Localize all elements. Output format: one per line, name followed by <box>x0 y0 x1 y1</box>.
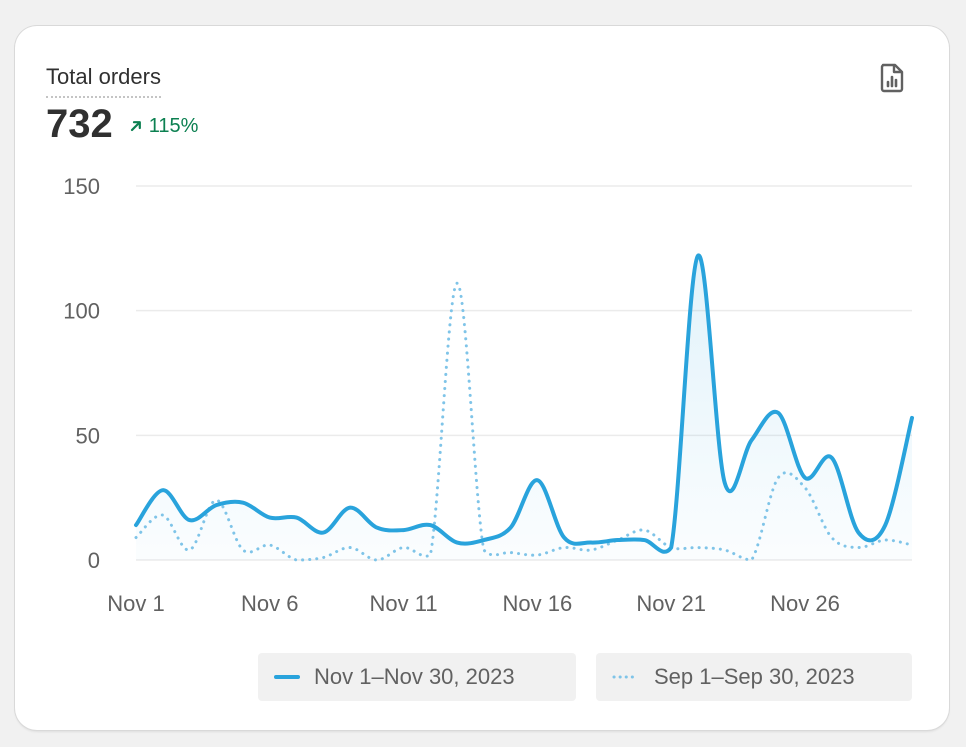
series-line-current-period <box>134 253 914 554</box>
x-tick-label: Nov 21 <box>636 591 706 616</box>
legend-label: Nov 1–Nov 30, 2023 <box>314 664 515 689</box>
x-tick-label: Nov 1 <box>107 591 164 616</box>
legend-item-comparison-period[interactable]: Sep 1–Sep 30, 2023 <box>596 653 912 701</box>
x-tick-label: Nov 16 <box>503 591 573 616</box>
x-tick-label: Nov 26 <box>770 591 840 616</box>
legend-item-current-period[interactable]: Nov 1–Nov 30, 2023 <box>258 653 576 701</box>
legend-label: Sep 1–Sep 30, 2023 <box>654 664 855 689</box>
current-period-area <box>136 255 912 561</box>
dotted-line-swatch <box>612 675 640 679</box>
delta-badge: 115% <box>129 114 199 138</box>
card-title[interactable]: Total orders <box>46 64 161 98</box>
metric-value: 732 <box>46 102 113 146</box>
y-tick-label: 0 <box>88 548 100 573</box>
solid-line-swatch <box>274 675 300 679</box>
y-tick-label: 50 <box>76 423 100 448</box>
delta-text: 115% <box>148 114 199 137</box>
export-report-button[interactable] <box>875 60 909 96</box>
total-orders-card: Total orders 732 115% 0 50 100 150 Nov 1 Nov … <box>15 26 949 730</box>
chart-report-icon <box>880 63 904 93</box>
arrow-up-right-icon <box>130 121 141 132</box>
orders-line-chart: 0 50 100 150 Nov 1 Nov 6 Nov 11 Nov 16 Nov 21 Nov… <box>63 174 914 616</box>
y-tick-label: 150 <box>63 174 100 199</box>
x-tick-label: Nov 11 <box>370 591 438 616</box>
series-line-comparison-period <box>134 281 914 562</box>
y-tick-label: 100 <box>63 299 100 324</box>
x-tick-label: Nov 6 <box>241 591 298 616</box>
metric-row: 732 115% <box>46 100 198 148</box>
